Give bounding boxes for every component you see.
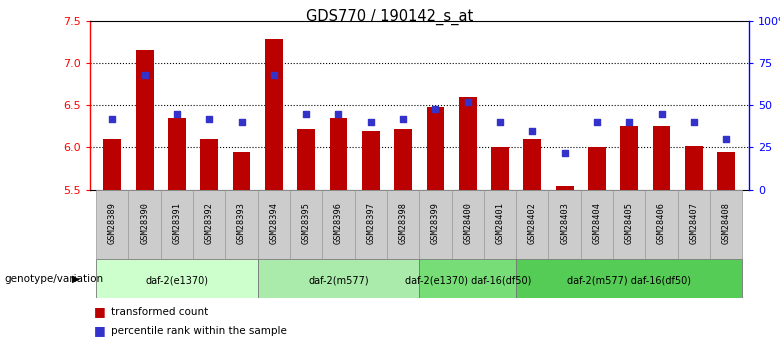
FancyBboxPatch shape xyxy=(257,190,290,259)
FancyBboxPatch shape xyxy=(420,190,452,259)
FancyBboxPatch shape xyxy=(484,190,516,259)
Point xyxy=(364,119,377,125)
Text: GSM28404: GSM28404 xyxy=(593,202,601,244)
FancyBboxPatch shape xyxy=(355,190,387,259)
Bar xyxy=(427,107,445,190)
Bar xyxy=(718,152,735,190)
Text: GSM28396: GSM28396 xyxy=(334,202,343,244)
Text: ■: ■ xyxy=(94,324,105,337)
FancyBboxPatch shape xyxy=(710,190,743,259)
Text: GSM28389: GSM28389 xyxy=(108,202,117,244)
Point xyxy=(203,116,215,121)
Text: daf-2(m577) daf-16(df50): daf-2(m577) daf-16(df50) xyxy=(567,276,691,286)
Bar xyxy=(620,126,638,190)
Text: ■: ■ xyxy=(94,305,105,318)
Point xyxy=(268,72,280,78)
Text: GSM28408: GSM28408 xyxy=(722,202,731,244)
Point xyxy=(236,119,248,125)
Text: GSM28391: GSM28391 xyxy=(172,202,182,244)
Text: GSM28394: GSM28394 xyxy=(269,202,278,244)
Bar xyxy=(330,118,347,190)
FancyBboxPatch shape xyxy=(516,259,743,298)
Bar xyxy=(653,126,671,190)
Text: daf-2(m577): daf-2(m577) xyxy=(308,276,369,286)
Bar xyxy=(459,97,477,190)
Bar xyxy=(232,152,250,190)
Point xyxy=(171,111,183,117)
FancyBboxPatch shape xyxy=(322,190,355,259)
Text: GSM28407: GSM28407 xyxy=(690,202,698,244)
Text: transformed count: transformed count xyxy=(111,307,208,316)
Text: GSM28405: GSM28405 xyxy=(625,202,634,244)
Text: GSM28393: GSM28393 xyxy=(237,202,246,244)
Bar xyxy=(200,139,218,190)
Text: genotype/variation: genotype/variation xyxy=(4,274,103,284)
Bar xyxy=(168,118,186,190)
Text: GSM28392: GSM28392 xyxy=(204,202,214,244)
Point xyxy=(462,99,474,105)
Point xyxy=(688,119,700,125)
FancyBboxPatch shape xyxy=(225,190,257,259)
Point xyxy=(655,111,668,117)
Text: GSM28397: GSM28397 xyxy=(367,202,375,244)
FancyBboxPatch shape xyxy=(548,190,581,259)
FancyBboxPatch shape xyxy=(645,190,678,259)
Point xyxy=(138,72,151,78)
Point xyxy=(590,119,603,125)
Bar xyxy=(523,139,541,190)
Text: GSM28401: GSM28401 xyxy=(495,202,505,244)
FancyBboxPatch shape xyxy=(420,259,516,298)
Point xyxy=(720,136,732,142)
Point xyxy=(526,128,538,134)
Text: GSM28395: GSM28395 xyxy=(302,202,310,244)
Text: GDS770 / 190142_s_at: GDS770 / 190142_s_at xyxy=(307,9,473,25)
Text: daf-2(e1370): daf-2(e1370) xyxy=(145,276,208,286)
FancyBboxPatch shape xyxy=(257,259,420,298)
Text: GSM28398: GSM28398 xyxy=(399,202,408,244)
Point xyxy=(397,116,410,121)
FancyBboxPatch shape xyxy=(678,190,710,259)
FancyBboxPatch shape xyxy=(129,190,161,259)
Text: ▶: ▶ xyxy=(73,274,80,284)
FancyBboxPatch shape xyxy=(96,190,129,259)
Text: GSM28400: GSM28400 xyxy=(463,202,472,244)
FancyBboxPatch shape xyxy=(387,190,420,259)
Text: daf-2(e1370) daf-16(df50): daf-2(e1370) daf-16(df50) xyxy=(405,276,531,286)
Bar xyxy=(136,50,154,190)
FancyBboxPatch shape xyxy=(193,190,225,259)
Bar xyxy=(685,146,703,190)
Point xyxy=(429,106,441,111)
FancyBboxPatch shape xyxy=(581,190,613,259)
Bar xyxy=(297,129,315,190)
Bar xyxy=(588,148,606,190)
FancyBboxPatch shape xyxy=(96,259,257,298)
Bar xyxy=(362,131,380,190)
Point xyxy=(106,116,119,121)
Point xyxy=(558,150,571,155)
FancyBboxPatch shape xyxy=(613,190,645,259)
Text: GSM28390: GSM28390 xyxy=(140,202,149,244)
Bar xyxy=(265,39,282,190)
Point xyxy=(332,111,345,117)
FancyBboxPatch shape xyxy=(161,190,193,259)
FancyBboxPatch shape xyxy=(290,190,322,259)
Text: GSM28399: GSM28399 xyxy=(431,202,440,244)
Point xyxy=(623,119,636,125)
FancyBboxPatch shape xyxy=(516,190,548,259)
Point xyxy=(494,119,506,125)
FancyBboxPatch shape xyxy=(452,190,484,259)
Bar xyxy=(491,148,509,190)
Bar xyxy=(556,186,573,190)
Text: percentile rank within the sample: percentile rank within the sample xyxy=(111,326,286,335)
Bar xyxy=(394,129,412,190)
Text: GSM28406: GSM28406 xyxy=(657,202,666,244)
Text: GSM28402: GSM28402 xyxy=(528,202,537,244)
Text: GSM28403: GSM28403 xyxy=(560,202,569,244)
Bar xyxy=(104,139,121,190)
Point xyxy=(300,111,313,117)
